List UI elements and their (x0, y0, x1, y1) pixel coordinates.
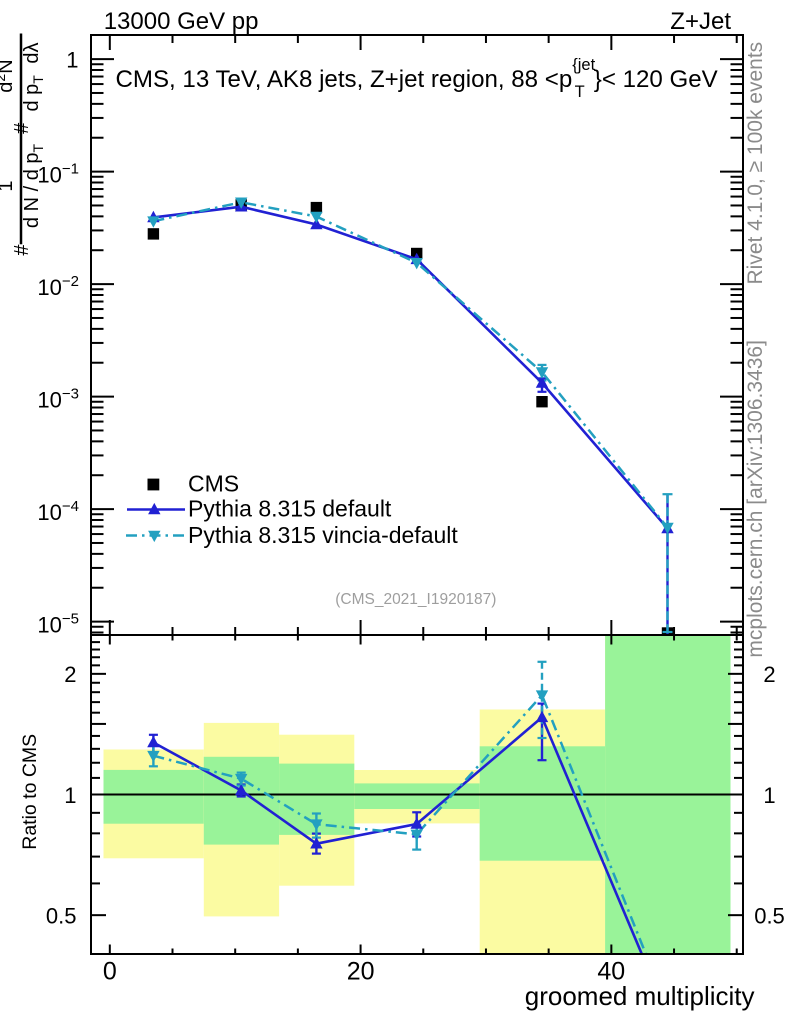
svg-text:13000 GeV pp: 13000 GeV pp (104, 8, 259, 35)
svg-text:#: # (11, 244, 33, 256)
svg-text:2: 2 (64, 662, 76, 687)
svg-text:1: 1 (64, 783, 76, 808)
svg-text:(CMS_2021_I1920187): (CMS_2021_I1920187) (335, 591, 496, 608)
svg-text:d N / d pT: d N / d pT (21, 143, 46, 228)
svg-text:Ratio to CMS: Ratio to CMS (19, 734, 41, 850)
svg-text:1: 1 (66, 47, 78, 72)
svg-text:1: 1 (763, 783, 775, 808)
svg-text:10−2: 10−2 (37, 273, 79, 300)
svg-text:0.5: 0.5 (754, 904, 785, 929)
svg-text:mcplots.cern.ch [arXiv:1306.34: mcplots.cern.ch [arXiv:1306.3436] (744, 340, 767, 658)
svg-text:0: 0 (103, 958, 117, 986)
svg-text:40: 40 (597, 958, 625, 986)
svg-text:0.5: 0.5 (46, 904, 77, 929)
svg-text:2: 2 (763, 662, 775, 687)
svg-text:Pythia 8.315 vincia-default: Pythia 8.315 vincia-default (188, 522, 458, 548)
svg-text:Z+Jet: Z+Jet (670, 8, 731, 35)
svg-text:Rivet 4.1.0, ≥ 100k events: Rivet 4.1.0, ≥ 100k events (744, 42, 767, 285)
svg-text:1: 1 (0, 180, 17, 191)
svg-text:CMS: CMS (188, 471, 239, 497)
svg-text:groomed multiplicity: groomed multiplicity (525, 981, 755, 1011)
svg-text:Pythia 8.315 default: Pythia 8.315 default (188, 496, 392, 522)
svg-text:20: 20 (347, 958, 375, 986)
svg-text:#: # (11, 122, 33, 134)
